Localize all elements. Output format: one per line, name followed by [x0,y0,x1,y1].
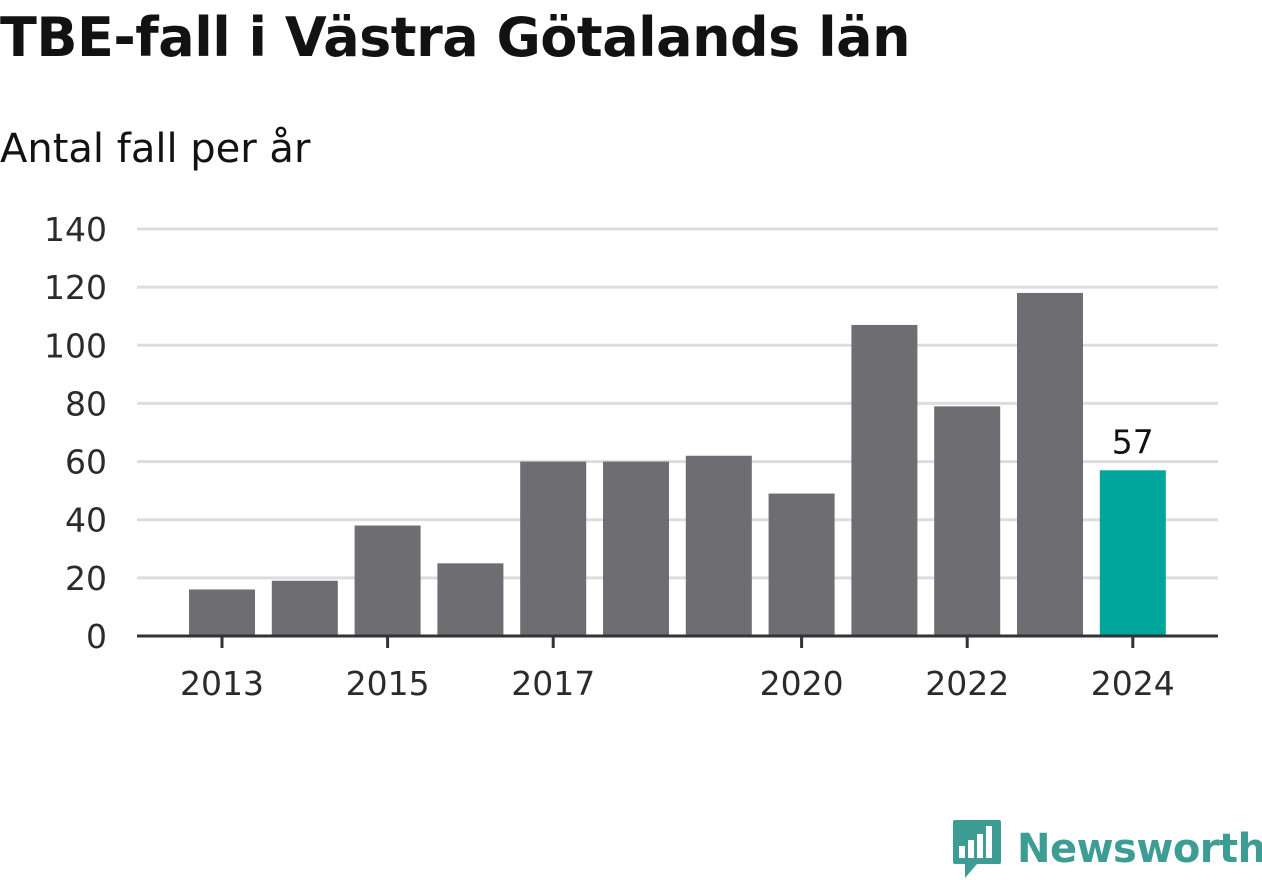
y-tick-label-80: 80 [65,384,107,423]
x-tick-label-2013: 2013 [180,664,264,703]
x-tick-label-2022: 2022 [925,664,1009,703]
x-tick-label-2024: 2024 [1091,664,1175,703]
y-tick-label-100: 100 [44,326,107,365]
x-tick-label-2020: 2020 [760,664,844,703]
y-tick-label-60: 60 [65,443,107,482]
bar-2024 [1099,470,1166,636]
bar-2016 [437,563,504,636]
value-label-2024: 57 [1112,422,1154,461]
bar-2015 [354,525,421,636]
bar-2022 [934,406,1001,636]
bar-2021 [851,324,918,636]
newsworthy-logo: Newsworthy [951,818,1262,880]
y-tick-label-0: 0 [86,617,107,656]
x-axis-ticks: 2013 2015 2017 2020 2022 2024 [180,636,1175,703]
logo-text: Newsworthy [1017,826,1262,872]
bar-2023 [1017,292,1083,636]
chart-title: TBE-fall i Västra Götalands län [0,6,911,69]
y-tick-label-120: 120 [44,268,107,307]
chart-subtitle: Antal fall per år [0,126,311,172]
newsworthy-chart-bubble-icon [953,820,1001,878]
bar-2019 [685,455,752,636]
y-tick-label-20: 20 [65,559,107,598]
y-axis-ticks: 0 20 40 60 80 100 120 140 [44,210,107,656]
bar-2017 [520,461,587,636]
y-tick-label-40: 40 [65,501,107,540]
x-tick-label-2017: 2017 [511,664,595,703]
bars [189,292,1166,636]
bar-2013 [189,589,255,636]
bar-2018 [603,461,669,636]
bar-2020 [768,493,835,636]
value-labels: 57 [1112,422,1154,461]
bar-2014 [271,580,338,636]
y-tick-label-140: 140 [44,210,107,249]
x-tick-label-2015: 2015 [346,664,430,703]
